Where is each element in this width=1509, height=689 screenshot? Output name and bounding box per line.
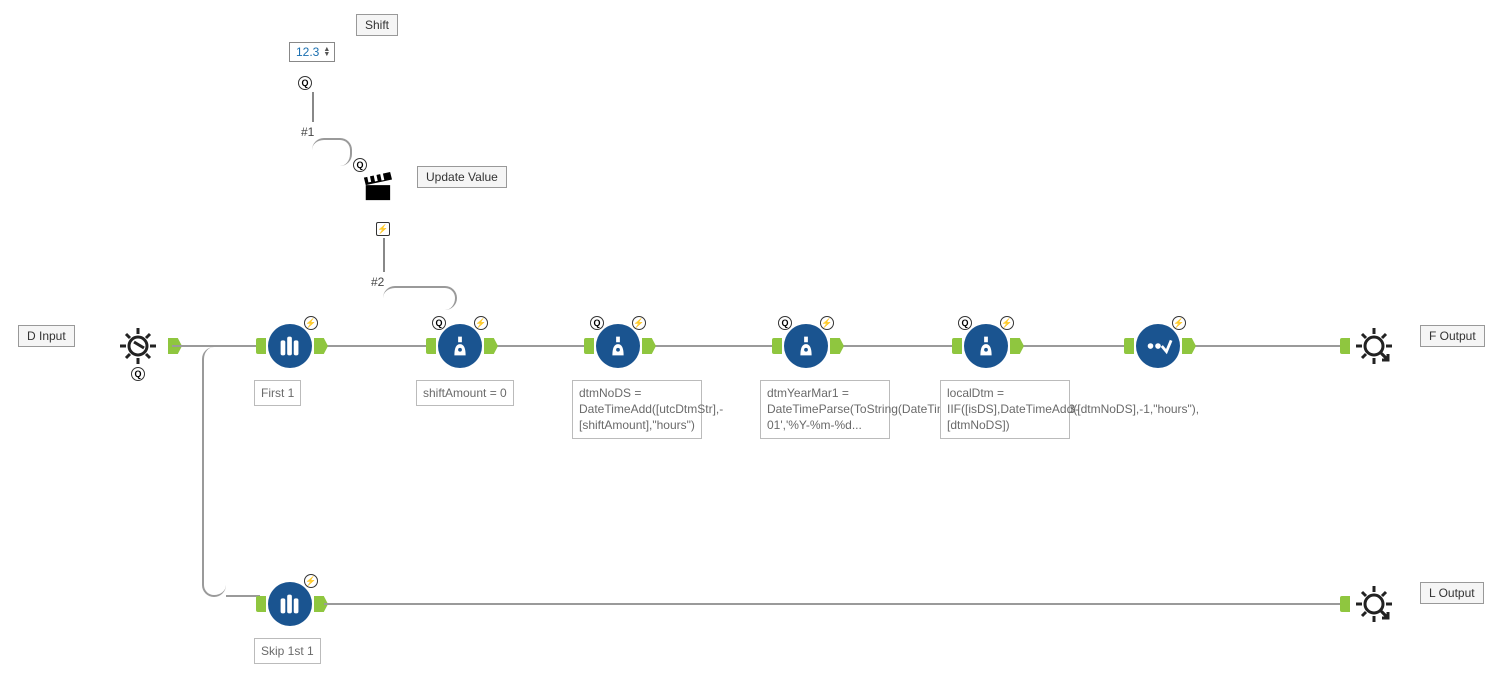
bolt-badge-icon: ⚡	[1172, 316, 1186, 330]
node-annotation: localDtm = IIF([isDS],DateTimeAdd([dtmNo…	[940, 380, 1070, 439]
q-badge-icon: Q	[353, 158, 367, 172]
bolt-badge-icon: ⚡	[820, 316, 834, 330]
node-annotation: dtmYearMar1 = DateTimeParse(ToString(Dat…	[760, 380, 890, 439]
f-output-label: F Output	[1420, 325, 1485, 347]
q-badge-icon: Q	[432, 316, 446, 330]
node-annotation: Skip 1st 1	[254, 638, 321, 664]
formula-node[interactable]: Q ⚡	[596, 324, 640, 368]
q-badge-icon: Q	[778, 316, 792, 330]
numeric-updown[interactable]: 12.3 ▲▼	[289, 42, 335, 62]
formula-node[interactable]: Q ⚡	[784, 324, 828, 368]
bolt-badge-icon: ⚡	[304, 574, 318, 588]
select-records-node[interactable]: ⚡	[268, 324, 312, 368]
workflow-canvas: Shift 12.3 ▲▼ Q #1 Q Update Value ⚡ #2 D…	[0, 0, 1509, 689]
macro-output-node[interactable]	[1352, 324, 1396, 371]
shift-label: Shift	[356, 14, 398, 36]
macro-output-node[interactable]	[1352, 582, 1396, 629]
q-badge-icon: Q	[298, 76, 312, 90]
q-badge-icon: Q	[590, 316, 604, 330]
spinner-icon[interactable]: ▲▼	[323, 47, 330, 57]
hash-2-label: #2	[371, 275, 384, 289]
update-value-label: Update Value	[417, 166, 507, 188]
hash-1-label: #1	[301, 125, 314, 139]
node-annotation: shiftAmount = 0	[416, 380, 514, 406]
select-records-node[interactable]: ⚡	[268, 582, 312, 626]
node-annotation: First 1	[254, 380, 301, 406]
bolt-badge-icon: ⚡	[304, 316, 318, 330]
macro-input-node[interactable]: Q	[116, 324, 160, 371]
l-output-label: L Output	[1420, 582, 1484, 604]
bolt-badge-icon: ⚡	[376, 222, 390, 236]
bolt-badge-icon: ⚡	[632, 316, 646, 330]
bolt-badge-icon: ⚡	[474, 316, 488, 330]
numeric-value: 12.3	[294, 45, 321, 59]
formula-node[interactable]: Q ⚡	[964, 324, 1008, 368]
action-tool-node[interactable]	[362, 172, 392, 205]
formula-node[interactable]: Q ⚡	[438, 324, 482, 368]
node-annotation: dtmNoDS = DateTimeAdd([utcDtmStr],-[shif…	[572, 380, 702, 439]
q-badge-icon: Q	[131, 367, 145, 381]
d-input-label: D Input	[18, 325, 75, 347]
bolt-badge-icon: ⚡	[1000, 316, 1014, 330]
q-badge-icon: Q	[958, 316, 972, 330]
select-tool-node[interactable]: ⚡	[1136, 324, 1180, 368]
